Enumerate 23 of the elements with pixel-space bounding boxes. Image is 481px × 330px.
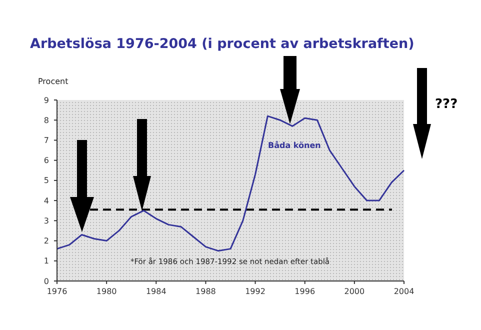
x-tick-label: 2000: [344, 287, 365, 296]
y-tick-label: 0: [44, 276, 49, 286]
y-tick-label: 1: [44, 256, 49, 266]
y-tick-label: 7: [44, 136, 49, 146]
x-tick-label: 1980: [96, 287, 117, 296]
x-tick-label: 1984: [146, 287, 166, 296]
x-tick-label: 1992: [245, 287, 266, 296]
y-axis-title: Procent: [38, 77, 68, 86]
y-tick-label: 5: [44, 176, 49, 186]
y-tick-label: 6: [44, 156, 49, 166]
y-tick-label: 2: [44, 236, 49, 246]
x-tick-label: 1988: [196, 287, 216, 296]
x-tick-label: 1976: [46, 287, 68, 296]
series-label: Båda könen: [268, 140, 322, 150]
chart-title: Arbetslösa 1976-2004 (i procent av arbetskraften): [30, 36, 414, 52]
x-tick-label: 1996: [294, 287, 316, 296]
x-tick-label: 2004: [394, 287, 414, 296]
line-series: [56, 115, 405, 252]
y-tick-label: 4: [44, 196, 49, 206]
y-tick-label: 3: [44, 216, 49, 226]
y-tick-label: 9: [44, 96, 49, 105]
y-tick-label: 8: [44, 116, 49, 125]
text: ???: [435, 97, 458, 112]
